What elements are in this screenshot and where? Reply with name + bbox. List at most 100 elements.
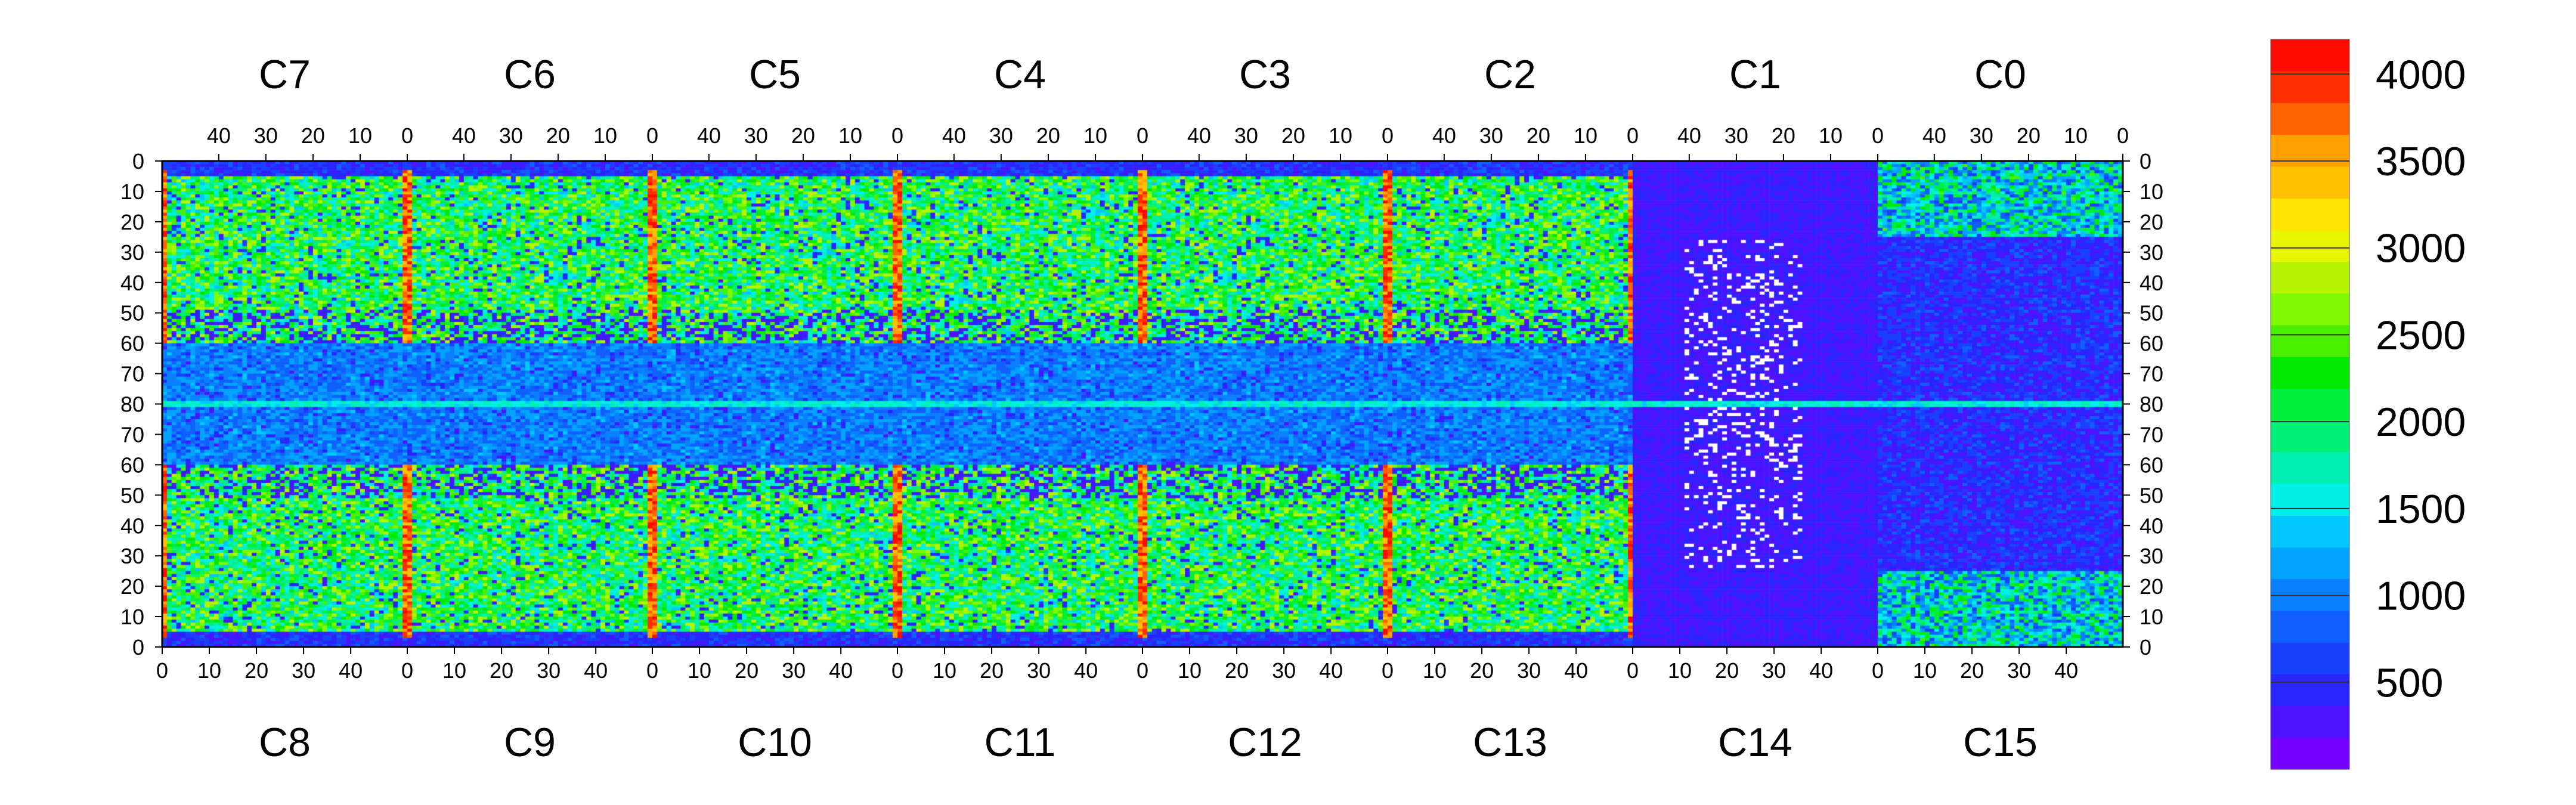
tick-label: 30	[989, 123, 1013, 148]
tick-label: 70	[2140, 422, 2163, 447]
tick-label: 20	[735, 658, 758, 683]
chip-label-bottom: C10	[738, 720, 812, 765]
colorbar-segment	[2271, 230, 2349, 262]
tick-label: 40	[1432, 123, 1456, 148]
tick-label: 30	[1027, 658, 1051, 683]
tick-label: 70	[120, 422, 144, 447]
colorbar-segment	[2271, 547, 2349, 580]
tick-label: 20	[2017, 123, 2041, 148]
tick-label: 80	[120, 392, 144, 417]
tick-label: 20	[1036, 123, 1060, 148]
tick-label: 40	[120, 271, 144, 295]
chip-label-bottom: C12	[1228, 720, 1302, 765]
tick-label: 60	[2140, 332, 2163, 356]
tick-label: 20	[120, 210, 144, 234]
colorbar-tick-label: 1000	[2376, 574, 2466, 619]
tick-label: 40	[584, 658, 608, 683]
tick-label: 40	[1187, 123, 1211, 148]
heatmap-pixels	[162, 161, 2123, 647]
tick-label: 10	[593, 123, 617, 148]
tick-label: 20	[1960, 658, 1984, 683]
tick-label: 10	[2140, 605, 2163, 629]
colorbar-segment	[2271, 198, 2349, 230]
tick-label: 10	[120, 605, 144, 629]
top-axis: 40 30 20 10 0 40 30 20 10 0 40 30 20 10 0 40 30 20 10 0 40 30…	[207, 123, 2129, 161]
tick-label: 30	[499, 123, 523, 148]
chip-label-top: C4	[994, 52, 1046, 97]
tick-label: 10	[1423, 658, 1447, 683]
tick-label: 10	[1083, 123, 1107, 148]
tick-label: 20	[1470, 658, 1494, 683]
tick-label: 50	[120, 301, 144, 326]
tick-label: 0	[1627, 658, 1639, 683]
tick-label: 70	[2140, 362, 2163, 386]
colorbar-segment	[2271, 357, 2349, 389]
tick-label: 10	[2140, 179, 2163, 204]
tick-label: 10	[838, 123, 862, 148]
tick-label: 20	[546, 123, 570, 148]
colorbar-segment	[2271, 515, 2349, 548]
tick-label: 0	[1382, 658, 1394, 683]
colorbar-segment	[2271, 642, 2349, 674]
tick-label: 10	[1913, 658, 1937, 683]
tick-label: 50	[2140, 483, 2163, 507]
tick-label: 10	[1668, 658, 1692, 683]
tick-label: 0	[1872, 658, 1884, 683]
colorbar-segment	[2271, 261, 2349, 294]
tick-label: 30	[782, 658, 806, 683]
chip-label-top: C1	[1729, 52, 1781, 97]
tick-label: 70	[120, 362, 144, 386]
tick-label: 30	[120, 240, 144, 265]
tick-label: 10	[688, 658, 711, 683]
chip-label-top: C7	[259, 52, 311, 97]
chip-label-bottom: C15	[1963, 720, 2038, 765]
tick-label: 10	[1329, 123, 1352, 148]
tick-label: 10	[2064, 123, 2088, 148]
colorbar-segment	[2271, 324, 2349, 357]
colorbar-segment	[2271, 610, 2349, 643]
tick-label: 40	[207, 123, 231, 148]
tick-label: 20	[1715, 658, 1739, 683]
tick-label: 0	[891, 123, 903, 148]
tick-label: 40	[1564, 658, 1588, 683]
tick-label: 30	[1762, 658, 1786, 683]
tick-label: 40	[942, 123, 966, 148]
chip-label-bottom: C13	[1473, 720, 1547, 765]
tick-label: 0	[132, 149, 144, 174]
tick-label: 60	[120, 332, 144, 356]
tick-label: 30	[1724, 123, 1748, 148]
tick-label: 20	[120, 574, 144, 599]
colorbar-segment	[2271, 484, 2349, 516]
colorbar-tick-label: 4000	[2376, 52, 2466, 97]
tick-label: 30	[2140, 240, 2163, 265]
tick-label: 20	[2140, 574, 2163, 599]
colorbar-frame	[2270, 39, 2350, 770]
colorbar-segment	[2271, 674, 2349, 707]
colorbar-segment	[2271, 166, 2349, 199]
tick-label: 20	[1281, 123, 1305, 148]
plot-frame	[161, 160, 2124, 648]
colorbar-tick-label: 3000	[2376, 226, 2466, 271]
tick-label: 10	[933, 658, 956, 683]
tick-label: 40	[452, 123, 476, 148]
colorbar-segment	[2271, 39, 2349, 72]
tick-label: 10	[1574, 123, 1597, 148]
tick-label: 40	[829, 658, 853, 683]
tick-label: 40	[1074, 658, 1098, 683]
tick-label: 40	[2140, 513, 2163, 538]
tick-label: 0	[132, 635, 144, 660]
colorbar-segment	[2271, 737, 2349, 770]
tick-label: 40	[2054, 658, 2078, 683]
tick-label: 0	[646, 658, 658, 683]
tick-label: 30	[2140, 544, 2163, 568]
chip-label-top: C5	[749, 52, 801, 97]
tick-label: 30	[254, 123, 278, 148]
tick-label: 0	[1872, 123, 1884, 148]
tick-label: 10	[1819, 123, 1843, 148]
tick-label: 40	[339, 658, 363, 683]
tick-label: 40	[1922, 123, 1946, 148]
chip-label-top: C6	[504, 52, 556, 97]
tick-label: 30	[1234, 123, 1258, 148]
tick-label: 0	[1382, 123, 1394, 148]
colorbar-tick-label: 3500	[2376, 139, 2466, 184]
